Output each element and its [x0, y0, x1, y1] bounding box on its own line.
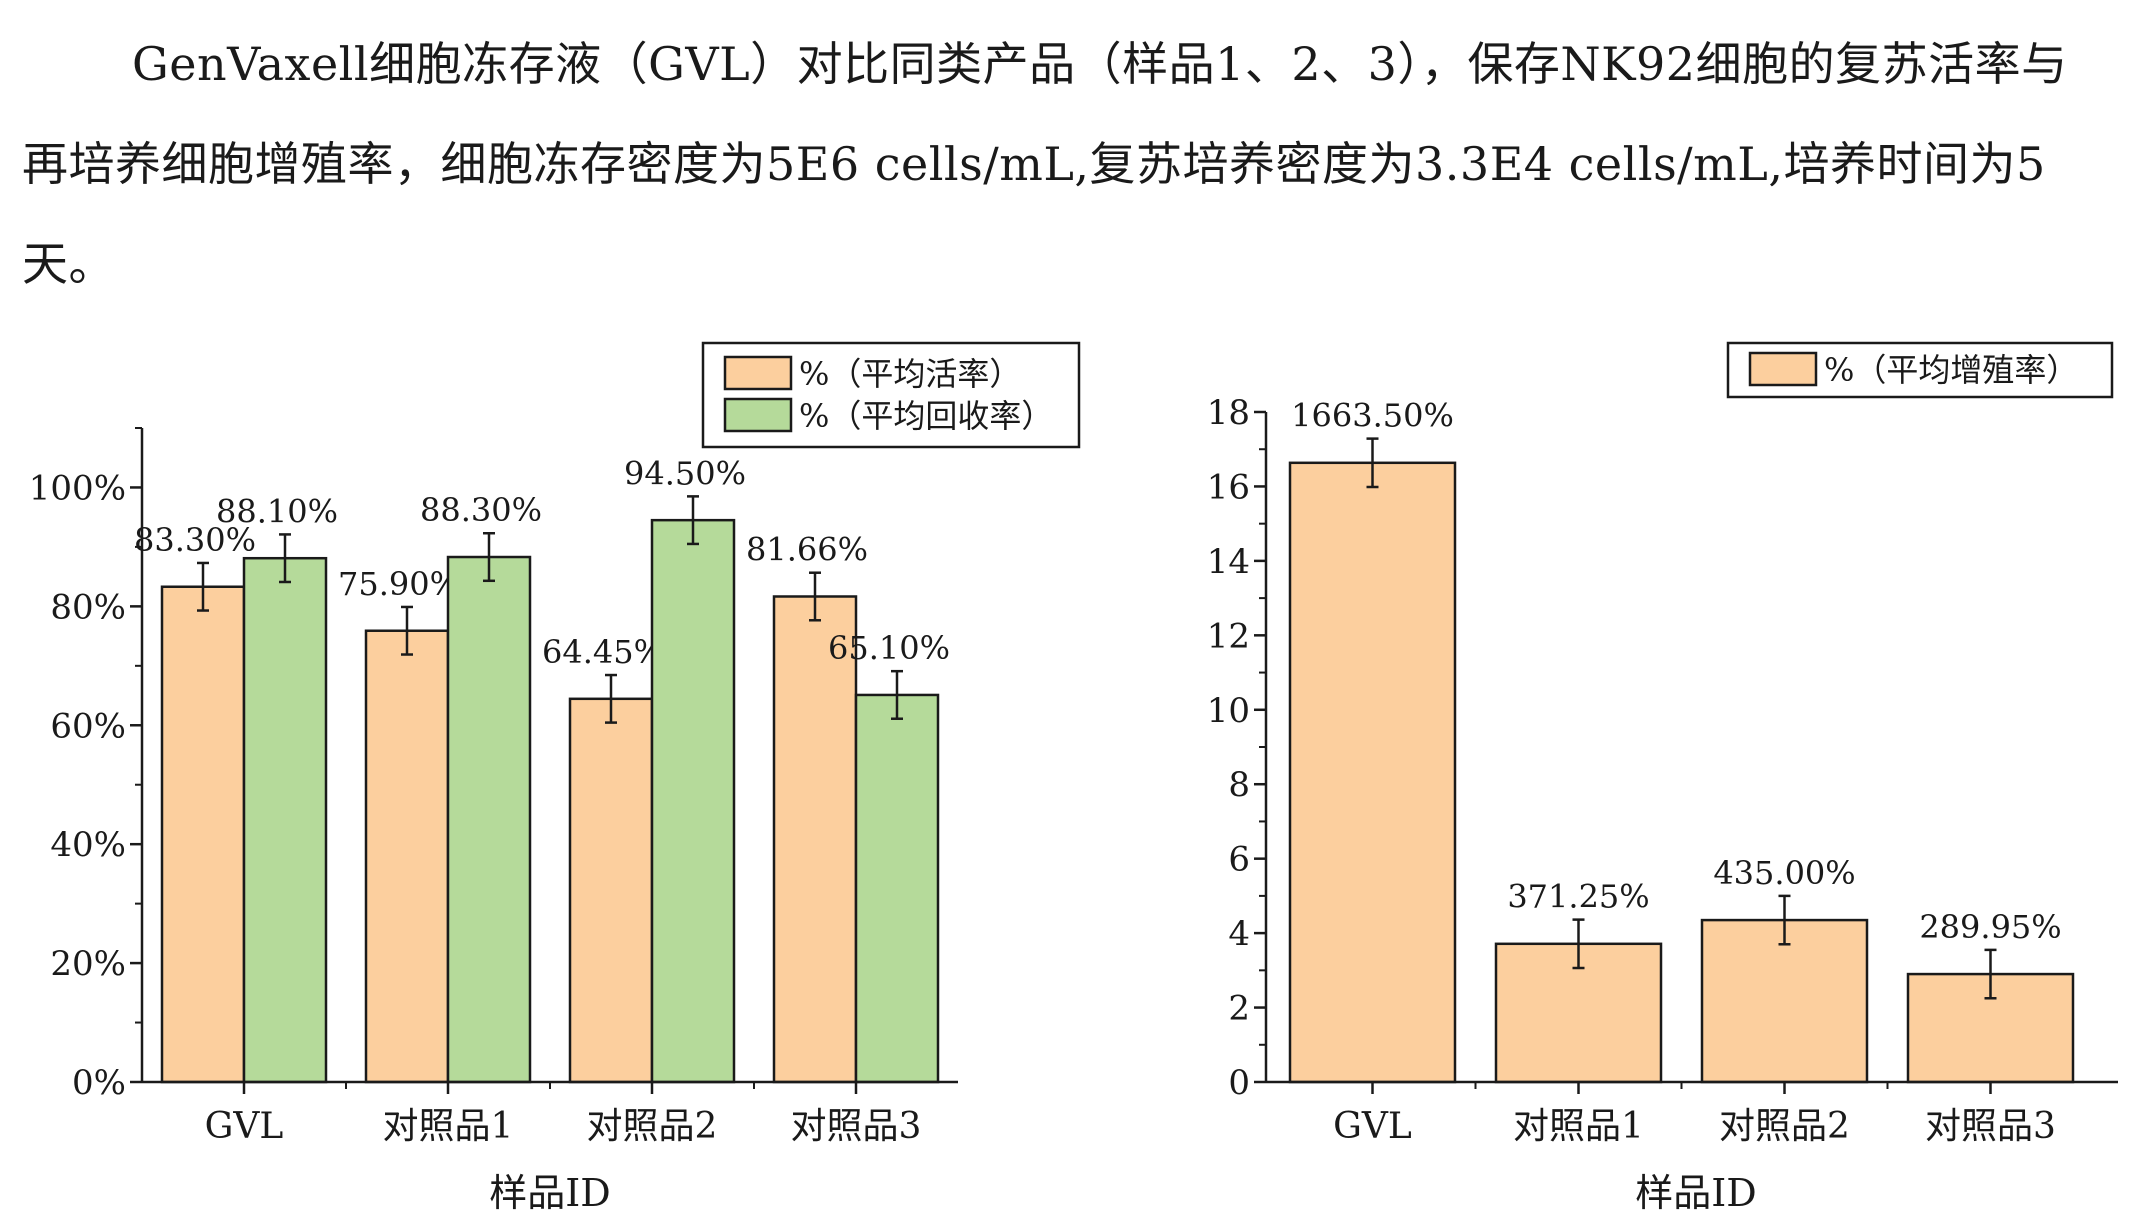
data-label: 81.66%	[746, 531, 868, 569]
legend: %（平均活率） %（平均回收率）	[701, 341, 1081, 449]
data-label: 75.90%	[338, 565, 460, 603]
y-tick-label: 0	[1228, 1063, 1250, 1103]
bar	[446, 555, 532, 1084]
x-tick-label: 对照品3	[1925, 1106, 2056, 1147]
y-tick-label: 16	[1207, 467, 1250, 507]
y-tick-label: 60%	[50, 706, 126, 746]
legend-label: %（平均回收率）	[799, 397, 1053, 435]
legend-swatch	[723, 397, 793, 433]
x-tick-label: 对照品3	[791, 1106, 922, 1147]
y-tick-label: 0%	[72, 1063, 126, 1103]
x-tick-label: 对照品2	[1719, 1106, 1850, 1147]
y-tick-label: 18	[1207, 393, 1250, 433]
x-tick-label: GVL	[205, 1106, 284, 1147]
y-tick-label: 12	[1207, 616, 1250, 656]
x-tick-label: GVL	[1333, 1106, 1412, 1147]
x-tick-label: 对照品2	[587, 1106, 718, 1147]
data-label: 435.00%	[1713, 854, 1855, 892]
legend-label: %（平均增殖率）	[1824, 351, 2078, 389]
y-tick-label: 6	[1228, 840, 1250, 880]
bar	[1288, 461, 1457, 1084]
y-tick-label: 10	[1207, 691, 1250, 731]
data-label: 65.10%	[828, 629, 950, 667]
chart-2: 1663.50% 371.25% 435.00% 289.95% 0 2 4 6 8 10 12 14…	[1207, 341, 2118, 1215]
bar	[160, 585, 246, 1084]
data-label: 88.10%	[216, 492, 338, 530]
x-tick-label: 对照品1	[1513, 1106, 1644, 1147]
bar	[568, 697, 654, 1084]
y-tick-label: 20%	[50, 944, 126, 984]
chart-1: 83.30% 75.90% 64.45% 81.66% 88.10% 88.30% 94.5…	[29, 341, 1081, 1215]
x-axis-title: 样品ID	[1635, 1171, 1756, 1215]
bar	[650, 518, 736, 1084]
data-label: 88.30%	[420, 491, 542, 529]
legend-label: %（平均活率）	[799, 355, 1021, 393]
y-tick-label: 2	[1228, 989, 1250, 1029]
data-label: 1663.50%	[1291, 397, 1454, 435]
bar	[854, 693, 940, 1084]
data-label: 289.95%	[1919, 908, 2061, 946]
y-tick-label: 40%	[50, 825, 126, 865]
legend: %（平均增殖率）	[1726, 341, 2114, 399]
bar	[1700, 918, 1869, 1084]
data-label: 94.50%	[624, 454, 746, 492]
bar	[364, 629, 450, 1084]
intro-paragraph: GenVaxell细胞冻存液（GVL）对比同类产品（样品1、2、3），保存NK9…	[22, 37, 2068, 291]
data-label: 371.25%	[1507, 878, 1649, 916]
data-label: 64.45%	[542, 633, 664, 671]
bar	[242, 556, 328, 1084]
x-axis-title: 样品ID	[489, 1171, 610, 1215]
legend-swatch	[1748, 351, 1818, 387]
y-tick-label: 100%	[29, 468, 126, 508]
data-label: 83.30%	[134, 521, 256, 559]
y-tick-label: 80%	[50, 587, 126, 627]
y-tick-label: 14	[1207, 542, 1250, 582]
y-tick-label: 4	[1228, 914, 1250, 954]
bar	[772, 595, 858, 1084]
y-tick-label: 8	[1228, 765, 1250, 805]
x-tick-label: 对照品1	[383, 1106, 514, 1147]
legend-swatch	[723, 355, 793, 391]
